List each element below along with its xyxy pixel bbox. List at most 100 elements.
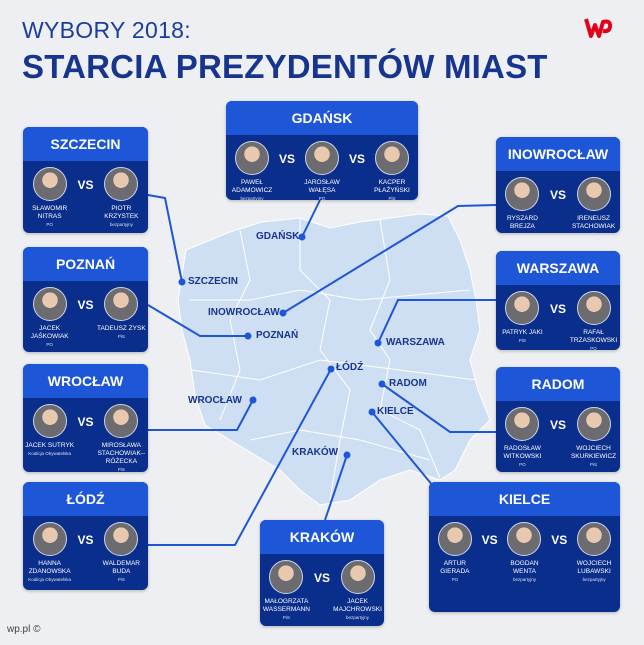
candidate-name: SŁAWOMIR NITRAS	[32, 205, 68, 220]
candidate-party: PO	[496, 231, 549, 233]
candidate-party: bezpartyjny	[109, 222, 133, 227]
candidate: JACEK JAŚKOWIAK PO	[23, 287, 76, 349]
vs-label: VS	[77, 533, 94, 547]
city-box-title: POZNAŃ	[23, 247, 148, 281]
city-box-title: RADOM	[496, 367, 620, 401]
candidate: IRENEUSZ STACHOWIAKPiS	[567, 177, 620, 233]
candidate-name: PATRYK JAKI	[502, 329, 543, 336]
city-dot	[178, 278, 186, 286]
candidate-party: PiS	[117, 467, 125, 472]
candidate-name: MAŁOGRZATA WASSERMANN	[262, 598, 310, 613]
map-label: WARSZAWA	[386, 337, 445, 348]
candidate-photo	[104, 404, 139, 438]
vs-label: VS	[313, 571, 330, 585]
candidate-name: PIOTR KRZYSTEK	[104, 205, 139, 220]
city-box-title: KRAKÓW	[260, 520, 384, 554]
map-label: RADOM	[389, 378, 427, 389]
candidate-name: MIROSŁAWA STACHOWIAK--RÓŻECKA	[97, 442, 146, 465]
map-label: KIELCE	[377, 406, 414, 417]
map-label: ŁÓDŹ	[336, 362, 364, 373]
candidate-party: PiS	[590, 462, 598, 467]
candidate-photo	[576, 291, 611, 325]
candidate-photo	[505, 291, 540, 325]
candidate-photo	[235, 141, 270, 175]
candidate-party: PiS	[567, 231, 620, 233]
candidate-photo	[576, 407, 611, 441]
map-label: WROCŁAW	[188, 395, 242, 406]
candidate: WALDEMAR BUDA PiS	[95, 522, 148, 584]
candidate: MIROSŁAWA STACHOWIAK--RÓŻECKA PiS	[95, 404, 148, 472]
candidate: JACEK SUTRYK Koalicja Obywatelska	[23, 404, 76, 458]
candidate: ARTUR GIERADA PO	[429, 522, 481, 584]
candidate-photo	[505, 407, 540, 441]
candidate-name: ARTUR GIERADA	[440, 560, 470, 575]
candidate-name: RAFAŁ TRZASKOWSKI	[569, 329, 618, 344]
candidate-name: BOGDAN WENTA	[510, 560, 539, 575]
candidate-photo	[104, 522, 139, 556]
poland-outline	[177, 213, 491, 506]
candidate-party: PiS	[388, 196, 396, 200]
candidate-party: PiS	[117, 334, 125, 339]
city-box: KRAKÓW MAŁOGRZATA WASSERMANN PiS VS JACEK MA…	[260, 520, 384, 626]
candidate: WOJCIECH LUBAWSKI bezpartyjny	[568, 522, 620, 584]
map-label: GDAŃSK	[256, 231, 300, 242]
candidate-name: KACPER PŁAŻYŃSKI	[374, 179, 410, 194]
voivodeship-borders	[190, 218, 477, 501]
candidate: MAŁOGRZATA WASSERMANN PiS	[260, 560, 313, 622]
candidate-name: JAROSŁAW WAŁĘSA	[304, 179, 340, 194]
candidate-photo	[305, 141, 339, 175]
candidate-photo	[32, 404, 67, 438]
candidate-party: bezpartyjny	[582, 577, 606, 582]
city-dot	[244, 332, 252, 340]
vs-label: VS	[77, 415, 94, 429]
vs-label: VS	[348, 152, 365, 166]
candidate-name: PAWEŁ ADAMOWICZ	[231, 179, 273, 194]
city-box-title: ŁÓDŹ	[23, 482, 148, 516]
candidate-photo	[32, 167, 67, 201]
candidate: KACPER PŁAŻYŃSKI PiS	[366, 141, 418, 200]
candidate-photo	[505, 177, 540, 211]
city-dot	[378, 380, 386, 388]
vs-label: VS	[279, 152, 296, 166]
candidate-party: PO	[46, 342, 53, 347]
candidate-photo	[32, 287, 67, 321]
city-box-title: GDAŃSK	[226, 101, 418, 135]
candidate-photo	[507, 522, 542, 556]
candidate-party: PO	[46, 222, 53, 227]
candidate-photo	[32, 522, 67, 556]
candidate-party: PO	[451, 577, 459, 582]
candidate-party: PiS	[117, 577, 125, 582]
candidate-name: RYSZARD BREJZA	[506, 215, 538, 230]
candidate: PAWEŁ ADAMOWICZ bezpartyjny	[226, 141, 278, 200]
city-box: RADOM RADOSŁAW WITKOWSKI PO VS WOJCIECH SKUR…	[496, 367, 620, 472]
candidate: HANNA ZDANOWSKA Koalicja Obywatelska	[23, 522, 76, 584]
city-box-title: WROCŁAW	[23, 364, 148, 398]
vs-label: VS	[549, 188, 566, 202]
candidate-party: Koalicja Obywatelska	[28, 577, 72, 582]
vs-label: VS	[551, 533, 568, 547]
connector-lines	[147, 194, 497, 546]
candidate-party: bezpartyjny	[240, 196, 264, 200]
city-dot	[368, 408, 376, 416]
candidate-name: WOJCIECH LUBAWSKI	[576, 560, 612, 575]
candidate-photo	[577, 522, 612, 556]
copyright: wp.pl ©	[7, 624, 41, 635]
candidate-party: bezpartyjny	[512, 577, 536, 582]
candidate-name: IRENEUSZ STACHOWIAK	[571, 215, 616, 230]
candidate: JACEK MAJCHROWSKI bezpartyjny	[331, 560, 384, 622]
city-box: WROCŁAW JACEK SUTRYK Koalicja Obywatelska V…	[23, 364, 148, 472]
city-box: WARSZAWA PATRYK JAKI PiS VS RAFAŁ TRZASKOWSK…	[496, 251, 620, 350]
vs-label: VS	[77, 298, 94, 312]
candidate: SŁAWOMIR NITRAS PO	[23, 167, 76, 229]
candidate: PATRYK JAKI PiS	[496, 291, 549, 345]
city-box: POZNAŃ JACEK JAŚKOWIAK PO VS TADEUSZ ZYSK PiS	[23, 247, 148, 352]
candidate-name: RADOSŁAW WITKOWSKI	[503, 445, 542, 460]
candidate-name: TADEUSZ ZYSK	[97, 325, 146, 332]
city-box-title: KIELCE	[429, 482, 620, 516]
candidate-photo	[576, 177, 611, 211]
city-box: KIELCE ARTUR GIERADA PO VS BOGDAN WENTA bezpa…	[429, 482, 620, 612]
candidate: TADEUSZ ZYSK PiS	[95, 287, 148, 341]
candidate-party: Koalicja Obywatelska	[28, 451, 72, 456]
map-label: INOWROCŁAW	[208, 307, 280, 318]
